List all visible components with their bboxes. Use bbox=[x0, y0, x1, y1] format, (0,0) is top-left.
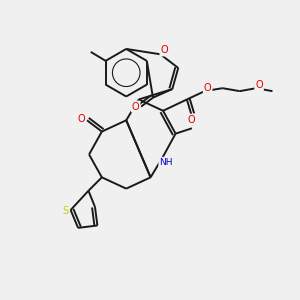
Text: O: O bbox=[160, 45, 168, 56]
Text: O: O bbox=[78, 114, 86, 124]
Text: O: O bbox=[188, 115, 195, 125]
Text: O: O bbox=[255, 80, 263, 90]
Text: O: O bbox=[204, 83, 212, 93]
Text: O: O bbox=[132, 102, 140, 112]
Text: S: S bbox=[62, 206, 68, 216]
Text: NH: NH bbox=[159, 158, 173, 167]
